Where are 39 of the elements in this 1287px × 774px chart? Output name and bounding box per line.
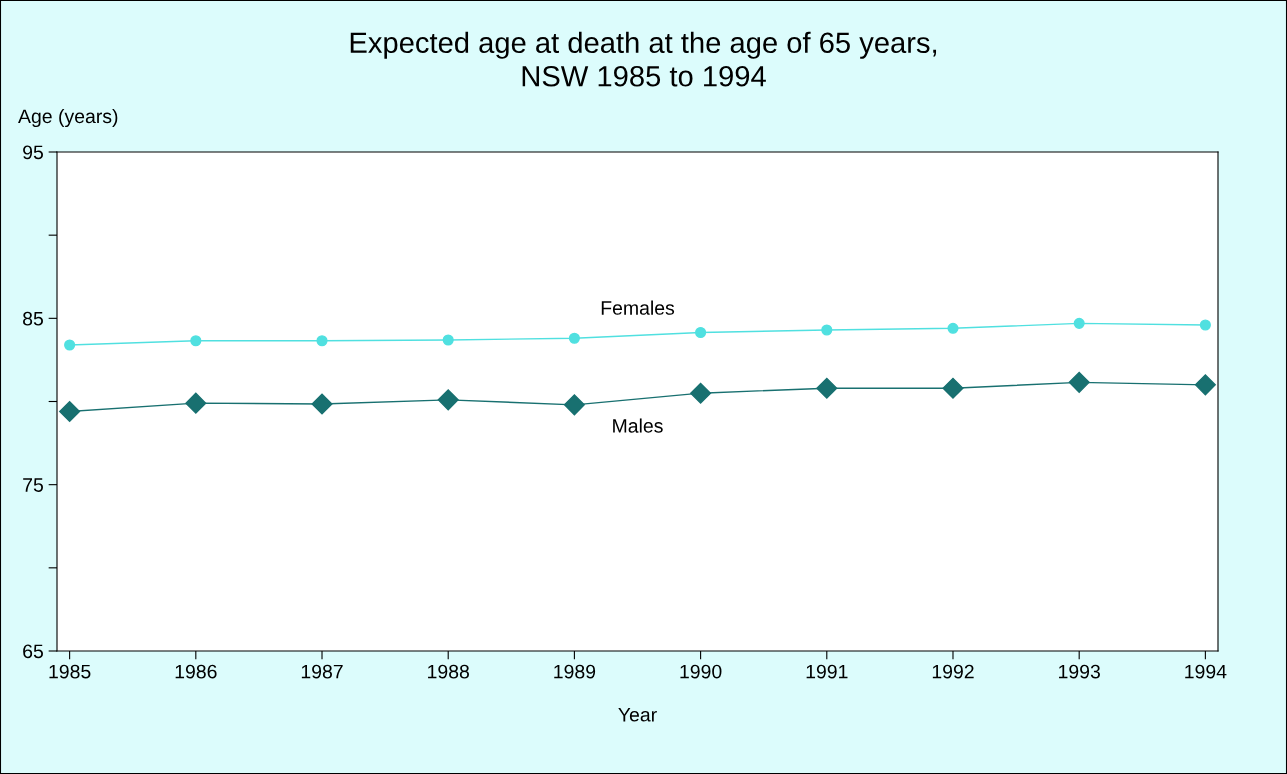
- point: [1073, 317, 1085, 329]
- series-label: Males: [613, 418, 663, 433]
- x-tick-label: 1985: [49, 664, 91, 679]
- x-tick-label: 1989: [554, 664, 596, 679]
- y-tick-label: 85: [23, 311, 43, 326]
- point: [311, 393, 333, 415]
- point: [821, 324, 833, 336]
- x-tick-label: 1994: [1185, 664, 1227, 679]
- point: [190, 335, 202, 347]
- point: [437, 389, 459, 411]
- point: [690, 382, 712, 404]
- point: [816, 377, 838, 399]
- point: [568, 332, 580, 344]
- x-tick-label: 1991: [806, 664, 848, 679]
- y-tick-label: 95: [23, 145, 43, 160]
- series-label: Females: [601, 300, 675, 315]
- point: [942, 377, 964, 399]
- x-tick-label: 1988: [428, 664, 469, 679]
- x-axis-title: Year: [618, 708, 657, 722]
- point: [1068, 371, 1090, 393]
- point: [695, 326, 707, 339]
- point: [563, 394, 585, 416]
- y-axis-title: Age (years): [18, 108, 118, 128]
- point: [1194, 374, 1216, 396]
- x-tick-label: 1993: [1059, 664, 1100, 679]
- point: [185, 392, 207, 414]
- chart-title: Expected age at death at the age of 65 years, NSW 1985 to 1994: [350, 31, 937, 87]
- point: [316, 335, 328, 347]
- point: [64, 339, 76, 351]
- x-tick-label: 1990: [680, 664, 722, 679]
- x-tick-label: 1986: [175, 664, 217, 679]
- point: [59, 400, 81, 422]
- point: [1199, 319, 1211, 331]
- x-tick-label: 1992: [932, 664, 974, 679]
- point: [947, 322, 959, 334]
- y-tick-label: 75: [23, 478, 43, 492]
- point: [442, 334, 454, 346]
- y-tick-label: 65: [23, 644, 43, 659]
- x-tick-label: 1987: [301, 664, 343, 679]
